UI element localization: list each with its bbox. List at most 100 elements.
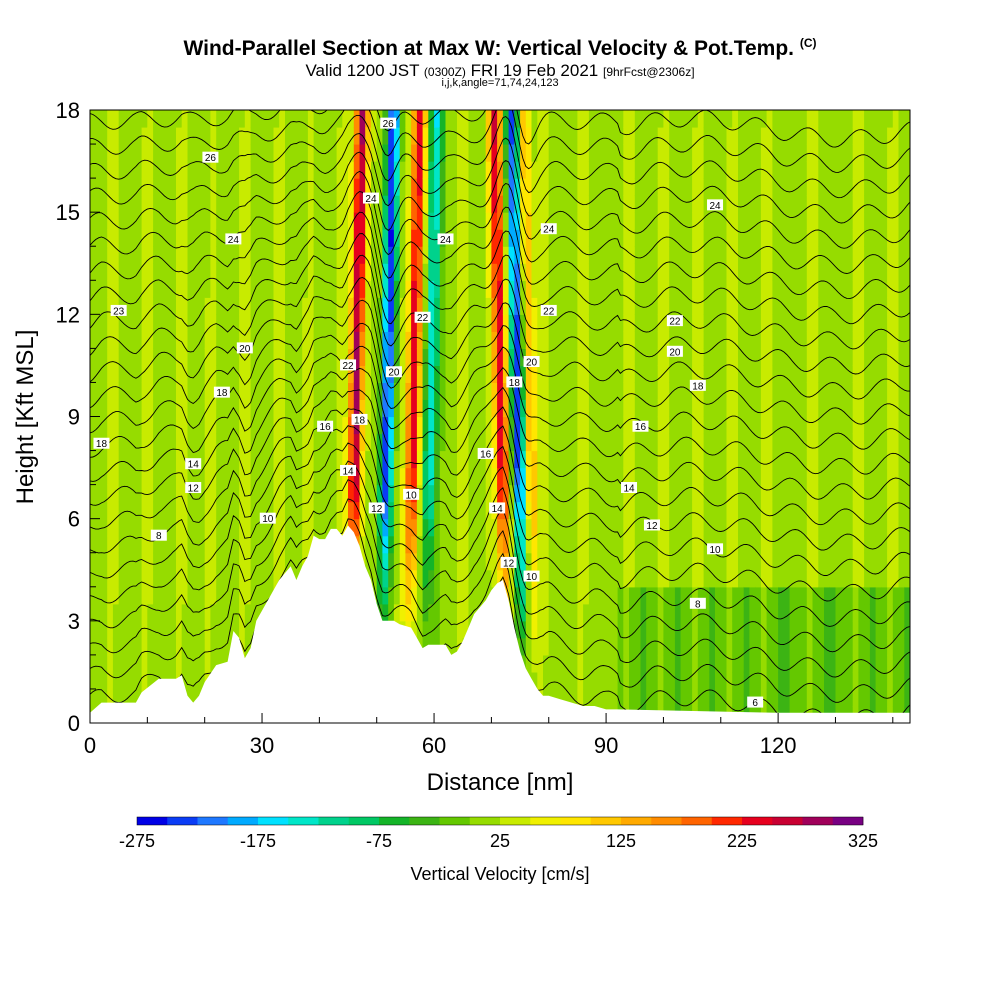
field-cell	[543, 365, 550, 383]
field-cell	[858, 569, 865, 588]
field-cell	[640, 382, 647, 400]
field-cell	[600, 399, 607, 418]
field-cell	[353, 110, 361, 128]
field-cell	[376, 399, 383, 418]
field-cell	[141, 620, 148, 639]
field-cell	[273, 314, 280, 332]
field-cell	[617, 654, 624, 673]
field-cell	[846, 246, 854, 264]
field-cell	[244, 620, 252, 639]
field-cell	[508, 484, 515, 503]
field-cell	[342, 501, 349, 520]
field-cell	[221, 331, 229, 349]
field-cell	[514, 195, 521, 213]
field-cell	[824, 365, 831, 383]
field-cell	[634, 637, 642, 656]
field-cell	[881, 603, 888, 622]
field-cell	[302, 280, 309, 298]
field-cell	[669, 450, 676, 469]
field-cell	[709, 467, 716, 486]
field-cell	[629, 450, 636, 469]
field-cell	[130, 144, 137, 162]
field-cell	[273, 450, 280, 469]
field-cell	[365, 484, 372, 503]
field-cell	[600, 467, 607, 486]
field-cell	[841, 212, 848, 230]
field-cell	[864, 161, 871, 179]
field-cell	[502, 331, 510, 349]
field-cell	[416, 450, 424, 469]
field-cell	[342, 297, 349, 315]
field-cell	[296, 535, 303, 554]
field-cell	[256, 263, 263, 281]
field-cell	[95, 654, 102, 673]
field-cell	[577, 382, 584, 400]
field-cell	[583, 161, 590, 179]
field-cell	[537, 399, 544, 418]
field-cell	[422, 365, 429, 383]
field-cell	[697, 654, 705, 673]
field-cell	[285, 450, 292, 469]
field-cell	[216, 331, 223, 349]
field-cell	[491, 229, 498, 247]
field-cell	[411, 399, 418, 418]
field-cell	[279, 552, 286, 571]
field-cell	[193, 246, 200, 264]
field-cell	[629, 331, 636, 349]
field-cell	[674, 416, 682, 435]
field-cell	[715, 399, 722, 418]
field-cell	[285, 280, 292, 298]
field-cell	[141, 671, 148, 690]
field-cell	[130, 450, 137, 469]
field-cell	[204, 297, 211, 315]
field-cell	[697, 127, 705, 145]
field-cell	[267, 331, 275, 349]
field-cell	[869, 450, 877, 469]
field-cell	[525, 552, 533, 571]
field-cell	[514, 535, 521, 554]
field-cell	[422, 518, 429, 537]
field-cell	[738, 229, 745, 247]
field-cell	[617, 161, 624, 179]
field-cell	[726, 603, 733, 622]
field-cell	[525, 127, 533, 145]
field-cell	[325, 297, 332, 315]
field-cell	[193, 212, 200, 230]
field-cell	[267, 144, 275, 162]
field-cell	[497, 212, 504, 230]
field-cell	[164, 229, 171, 247]
field-cell	[577, 688, 584, 707]
field-cell	[738, 569, 745, 588]
field-cell	[239, 501, 246, 520]
field-cell	[262, 484, 269, 503]
field-cell	[416, 110, 424, 128]
field-cell	[795, 569, 802, 588]
field-cell	[296, 518, 303, 537]
field-cell	[411, 263, 418, 281]
field-cell	[485, 280, 492, 298]
field-cell	[193, 229, 200, 247]
field-cell	[393, 603, 401, 622]
field-cell	[393, 399, 401, 418]
field-cell	[118, 382, 125, 400]
field-cell	[416, 331, 424, 349]
field-cell	[221, 586, 229, 605]
field-cell	[485, 195, 492, 213]
field-cell	[829, 229, 836, 247]
field-cell	[348, 467, 355, 486]
field-cell	[646, 212, 653, 230]
field-cell	[348, 501, 355, 520]
field-cell	[743, 212, 750, 230]
field-cell	[680, 178, 687, 196]
field-cell	[738, 365, 745, 383]
field-cell	[629, 518, 636, 537]
field-cell	[199, 450, 206, 469]
field-cell	[514, 110, 521, 128]
field-cell	[457, 484, 464, 503]
field-cell	[181, 637, 188, 656]
field-cell	[560, 620, 567, 639]
field-cell	[646, 450, 653, 469]
field-cell	[629, 399, 636, 418]
field-cell	[279, 501, 286, 520]
field-cell	[743, 518, 750, 537]
